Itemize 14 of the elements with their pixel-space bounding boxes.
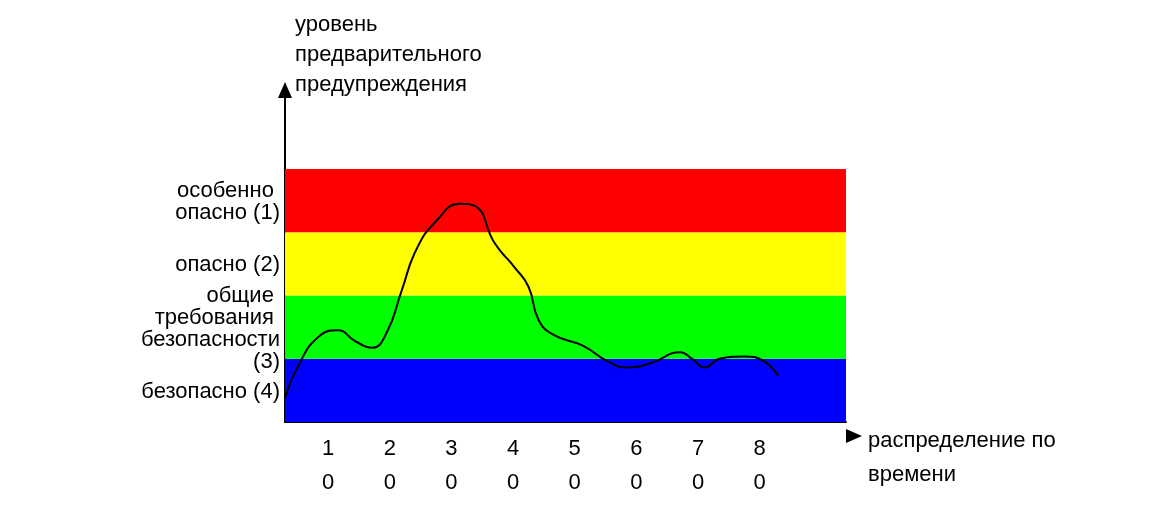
x-tick-label: 5 0 <box>568 434 581 494</box>
x-tick-label: 7 0 <box>691 434 705 494</box>
x-axis-title: распределение по времени <box>868 426 1056 486</box>
x-tick-label: 6 0 <box>630 434 643 494</box>
band-label: безопасно (4) <box>141 377 280 403</box>
x-tick-label: 1 0 <box>322 434 335 494</box>
y-axis-title: уровень предварительного предупреждения <box>295 10 482 96</box>
x-tick-label: 2 0 <box>383 434 396 494</box>
band-label: особенно опасно (1) <box>175 177 280 225</box>
band-label: опасно (2) <box>175 251 280 277</box>
band-label: общие требования безопасности (3) <box>140 281 280 373</box>
x-tick-label: 3 0 <box>445 434 458 494</box>
x-tick-label: 8 0 <box>753 434 766 494</box>
x-tick-label: 4 0 <box>506 434 520 494</box>
